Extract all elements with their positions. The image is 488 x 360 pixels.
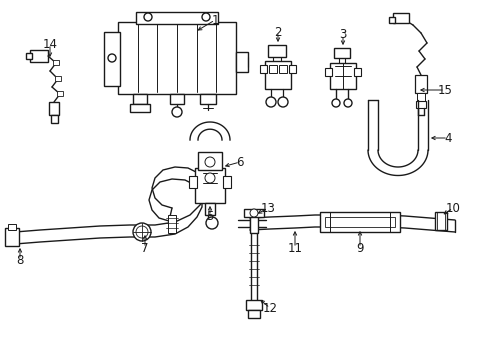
Circle shape (136, 226, 148, 238)
Bar (392, 13, 408, 23)
Bar (53, 60, 59, 65)
Circle shape (265, 97, 275, 107)
Circle shape (133, 223, 151, 241)
Text: 11: 11 (287, 242, 302, 255)
Bar (195, 168, 224, 203)
Bar (319, 212, 399, 232)
Text: 15: 15 (437, 84, 451, 96)
Bar (200, 94, 216, 104)
Circle shape (278, 97, 287, 107)
Text: 8: 8 (16, 253, 23, 266)
Text: 6: 6 (236, 156, 243, 168)
Bar (236, 52, 247, 72)
Text: 13: 13 (260, 202, 275, 215)
Circle shape (343, 99, 351, 107)
Circle shape (331, 99, 339, 107)
Bar (49, 102, 59, 115)
Text: 7: 7 (141, 242, 148, 255)
Bar (118, 22, 236, 94)
Bar (245, 300, 262, 310)
Bar (267, 45, 285, 57)
Bar (189, 176, 197, 188)
Bar (329, 63, 355, 89)
Circle shape (249, 209, 258, 217)
Text: 3: 3 (339, 28, 346, 41)
Bar (353, 68, 360, 76)
Circle shape (202, 13, 209, 21)
Bar (244, 209, 264, 217)
Bar (30, 50, 48, 62)
Text: 12: 12 (262, 302, 277, 315)
Bar (130, 104, 150, 112)
Bar (247, 310, 260, 318)
Circle shape (172, 107, 182, 117)
Circle shape (204, 157, 215, 167)
Bar (288, 65, 295, 73)
Bar (204, 203, 215, 215)
Bar (388, 17, 394, 23)
Bar (198, 152, 222, 170)
Bar (260, 65, 266, 73)
Bar (416, 93, 424, 101)
Bar (414, 75, 426, 93)
Bar (333, 48, 349, 58)
Bar (279, 65, 286, 73)
Bar (434, 212, 446, 230)
Bar (415, 101, 425, 108)
Bar (136, 12, 218, 24)
Bar (8, 224, 16, 230)
Bar (5, 228, 19, 246)
Bar (55, 76, 61, 81)
Bar (325, 217, 394, 227)
Circle shape (205, 217, 218, 229)
Text: 2: 2 (274, 26, 281, 39)
Bar (26, 53, 32, 59)
Bar (249, 215, 258, 233)
Bar (104, 32, 120, 86)
Text: 4: 4 (443, 131, 451, 144)
Text: 14: 14 (42, 37, 58, 50)
Bar (223, 176, 230, 188)
Bar (268, 65, 276, 73)
Text: 1: 1 (211, 13, 218, 27)
Text: 5: 5 (206, 210, 213, 222)
Text: 10: 10 (445, 202, 460, 215)
Bar (51, 115, 58, 123)
Circle shape (143, 13, 152, 21)
Text: 9: 9 (356, 242, 363, 255)
Bar (264, 61, 290, 89)
Bar (57, 91, 63, 96)
Circle shape (204, 173, 215, 183)
Bar (168, 215, 176, 233)
Bar (170, 94, 183, 104)
Circle shape (108, 54, 116, 62)
Bar (133, 94, 147, 104)
Bar (325, 68, 331, 76)
